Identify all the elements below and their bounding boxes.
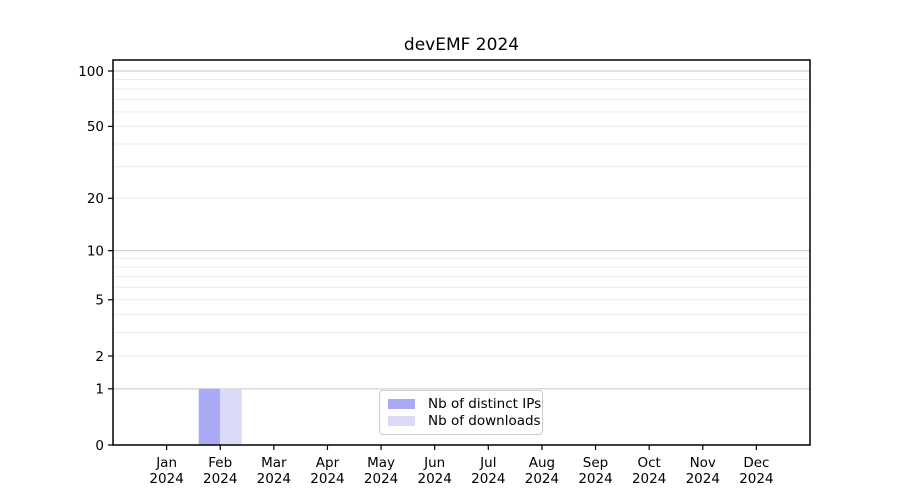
x-tick-label-month: Jan [155,455,177,471]
x-tick-label-year: 2024 [739,471,773,487]
x-tick-label-year: 2024 [364,471,398,487]
y-tick-label: 0 [95,438,104,454]
x-tick-label-year: 2024 [257,471,291,487]
x-tick-label-month: Apr [316,455,340,471]
x-tick-label-year: 2024 [418,471,452,487]
legend-entry-downloads: Nb of downloads [388,413,541,430]
x-tick-label-month: Aug [529,455,555,471]
x-tick-label-year: 2024 [203,471,237,487]
legend-entry-distinct-ips: Nb of distinct IPs [388,396,541,413]
x-tick-label-month: Jun [423,455,445,471]
legend-swatch-distinct-ips [388,399,415,410]
y-tick-label: 50 [87,119,104,135]
x-tick-label-year: 2024 [310,471,344,487]
x-tick-label-month: Sep [583,455,608,471]
x-tick-label-year: 2024 [525,471,559,487]
legend: Nb of distinct IPs Nb of downloads [379,390,543,435]
legend-label-distinct-ips: Nb of distinct IPs [428,396,542,413]
y-tick-label: 100 [78,64,104,80]
x-tick-label-month: Oct [637,455,660,471]
y-tick-label: 5 [95,293,104,309]
chart-title: devEMF 2024 [403,35,520,55]
plot-frame [112,59,811,446]
y-tick-label: 20 [87,191,104,207]
x-tick-label-year: 2024 [149,471,183,487]
x-tick-label-month: Feb [208,455,232,471]
y-tick-label: 1 [95,382,104,398]
x-tick-label-year: 2024 [471,471,505,487]
x-tick-label-month: May [367,455,395,471]
y-tick-label: 2 [95,349,104,365]
bar-distinct-ips [198,388,221,445]
legend-label-downloads: Nb of downloads [428,412,541,429]
x-tick-label-month: Mar [261,455,287,471]
bar-downloads [220,388,242,445]
x-tick-label-year: 2024 [578,471,612,487]
x-tick-label-month: Nov [690,455,716,471]
x-tick-label-year: 2024 [686,471,720,487]
y-tick-label: 10 [87,243,104,259]
x-tick-label-month: Dec [743,455,769,471]
legend-swatch-downloads [388,415,415,426]
x-tick-label-year: 2024 [632,471,666,487]
x-tick-label-month: Jul [479,455,496,471]
